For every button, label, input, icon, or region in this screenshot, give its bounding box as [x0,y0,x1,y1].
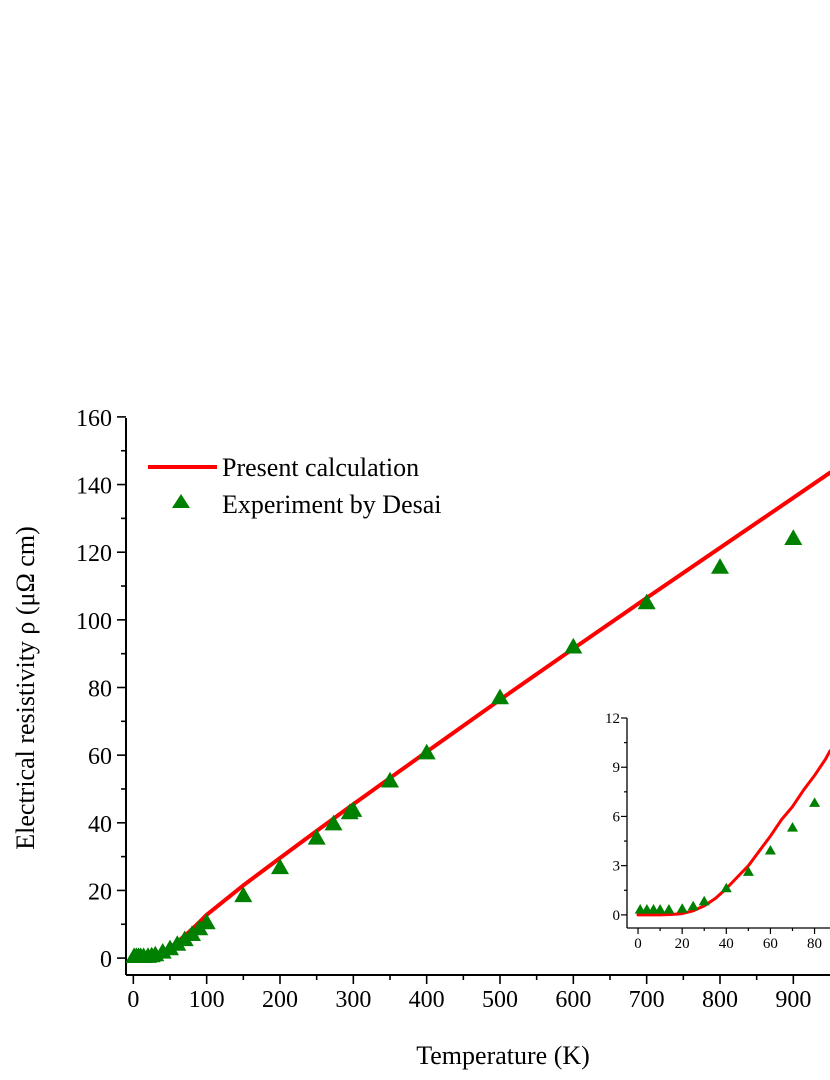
inset-experiment-point [764,845,776,855]
inset-background [627,718,830,928]
y-tick-label: 60 [88,744,112,770]
x-axis-title: Temperature (K) [416,1041,590,1070]
inset-y-tick-label: 0 [613,908,621,924]
experiment-point [307,829,326,845]
inset-y-tick-label: 9 [613,760,621,776]
inset-experiment-point [687,900,699,911]
inset-experiment-point [676,903,688,913]
x-tick-label: 800 [702,987,738,1013]
experiment-point [234,886,253,903]
x-tick-label: 0 [127,987,139,1013]
inset-x-ticks: 0 20 40 60 80 [634,928,822,952]
y-tick-label: 160 [76,406,112,432]
inset-chart: 0 20 40 60 80 0 3 6 9 12 [605,711,830,952]
x-tick-label: 100 [189,987,225,1013]
main-plot-area [126,470,830,963]
y-tick-label: 120 [76,541,112,567]
experiment-point [784,529,803,545]
experiment-point [271,858,289,875]
experiment-point [344,801,363,817]
inset-calculation-line [636,749,830,917]
y-tick-label: 100 [76,609,112,635]
inset-experiment-point [654,904,666,914]
experiment-point [491,688,509,705]
inset-x-tick-label: 0 [634,936,642,952]
legend: Present calculation Experiment by Desai [148,453,442,519]
experiment-point [161,939,179,956]
y-tick-label: 0 [100,947,112,973]
inset-experiment-point [698,895,710,906]
legend-label-present-calculation: Present calculation [222,453,419,482]
y-tick-label: 40 [88,812,112,838]
inset-y-tick-label: 6 [613,809,621,825]
experiment-point [637,593,656,610]
inset-experiment-point [742,866,754,876]
inset-experiment-point [787,822,798,832]
experiment-point [417,743,436,760]
x-ticks: 0 100 200 300 400 500 600 700 800 900 [127,975,811,1013]
x-tick-label: 400 [409,987,445,1013]
x-tick-label: 200 [262,987,298,1013]
inset-experiment-point [663,904,675,914]
x-tick-label: 500 [482,987,518,1013]
inset-experiment-point [809,797,821,807]
experiment-point [381,771,399,788]
inset-x-tick-label: 40 [719,936,734,952]
inset-experiment-point [720,882,732,893]
experiment-point [168,935,187,951]
legend-label-experiment-by-desai: Experiment by Desai [222,490,442,519]
inset-x-tick-label: 60 [763,936,778,952]
legend-triangle-swatch [172,494,190,508]
main-axes: 0 100 200 300 400 500 600 700 800 900 02040608010… [11,406,830,1070]
y-ticks: 0 20 40 60 80 100 120 140 160 [76,406,126,973]
experiment-point [711,558,729,574]
x-tick-label: 300 [335,987,371,1013]
inset-x-tick-label: 80 [807,936,822,952]
x-tick-label: 700 [629,987,665,1013]
inset-y-tick-label: 12 [605,711,620,727]
y-axis-title: Electrical resistivity ρ (μΩ cm) [11,526,40,849]
experiment-point [197,913,216,930]
experiment-point [564,637,583,654]
inset-plot-area [634,749,830,917]
experiment-point [324,814,343,831]
y-tick-label: 20 [88,879,112,905]
y-tick-label: 140 [76,474,112,500]
inset-y-tick-label: 3 [613,859,621,875]
inset-x-tick-label: 20 [675,936,690,952]
inset-y-ticks: 0 3 6 9 12 [605,711,627,924]
x-tick-label: 600 [555,987,591,1013]
y-tick-label: 80 [88,677,112,703]
x-tick-label: 900 [775,987,811,1013]
